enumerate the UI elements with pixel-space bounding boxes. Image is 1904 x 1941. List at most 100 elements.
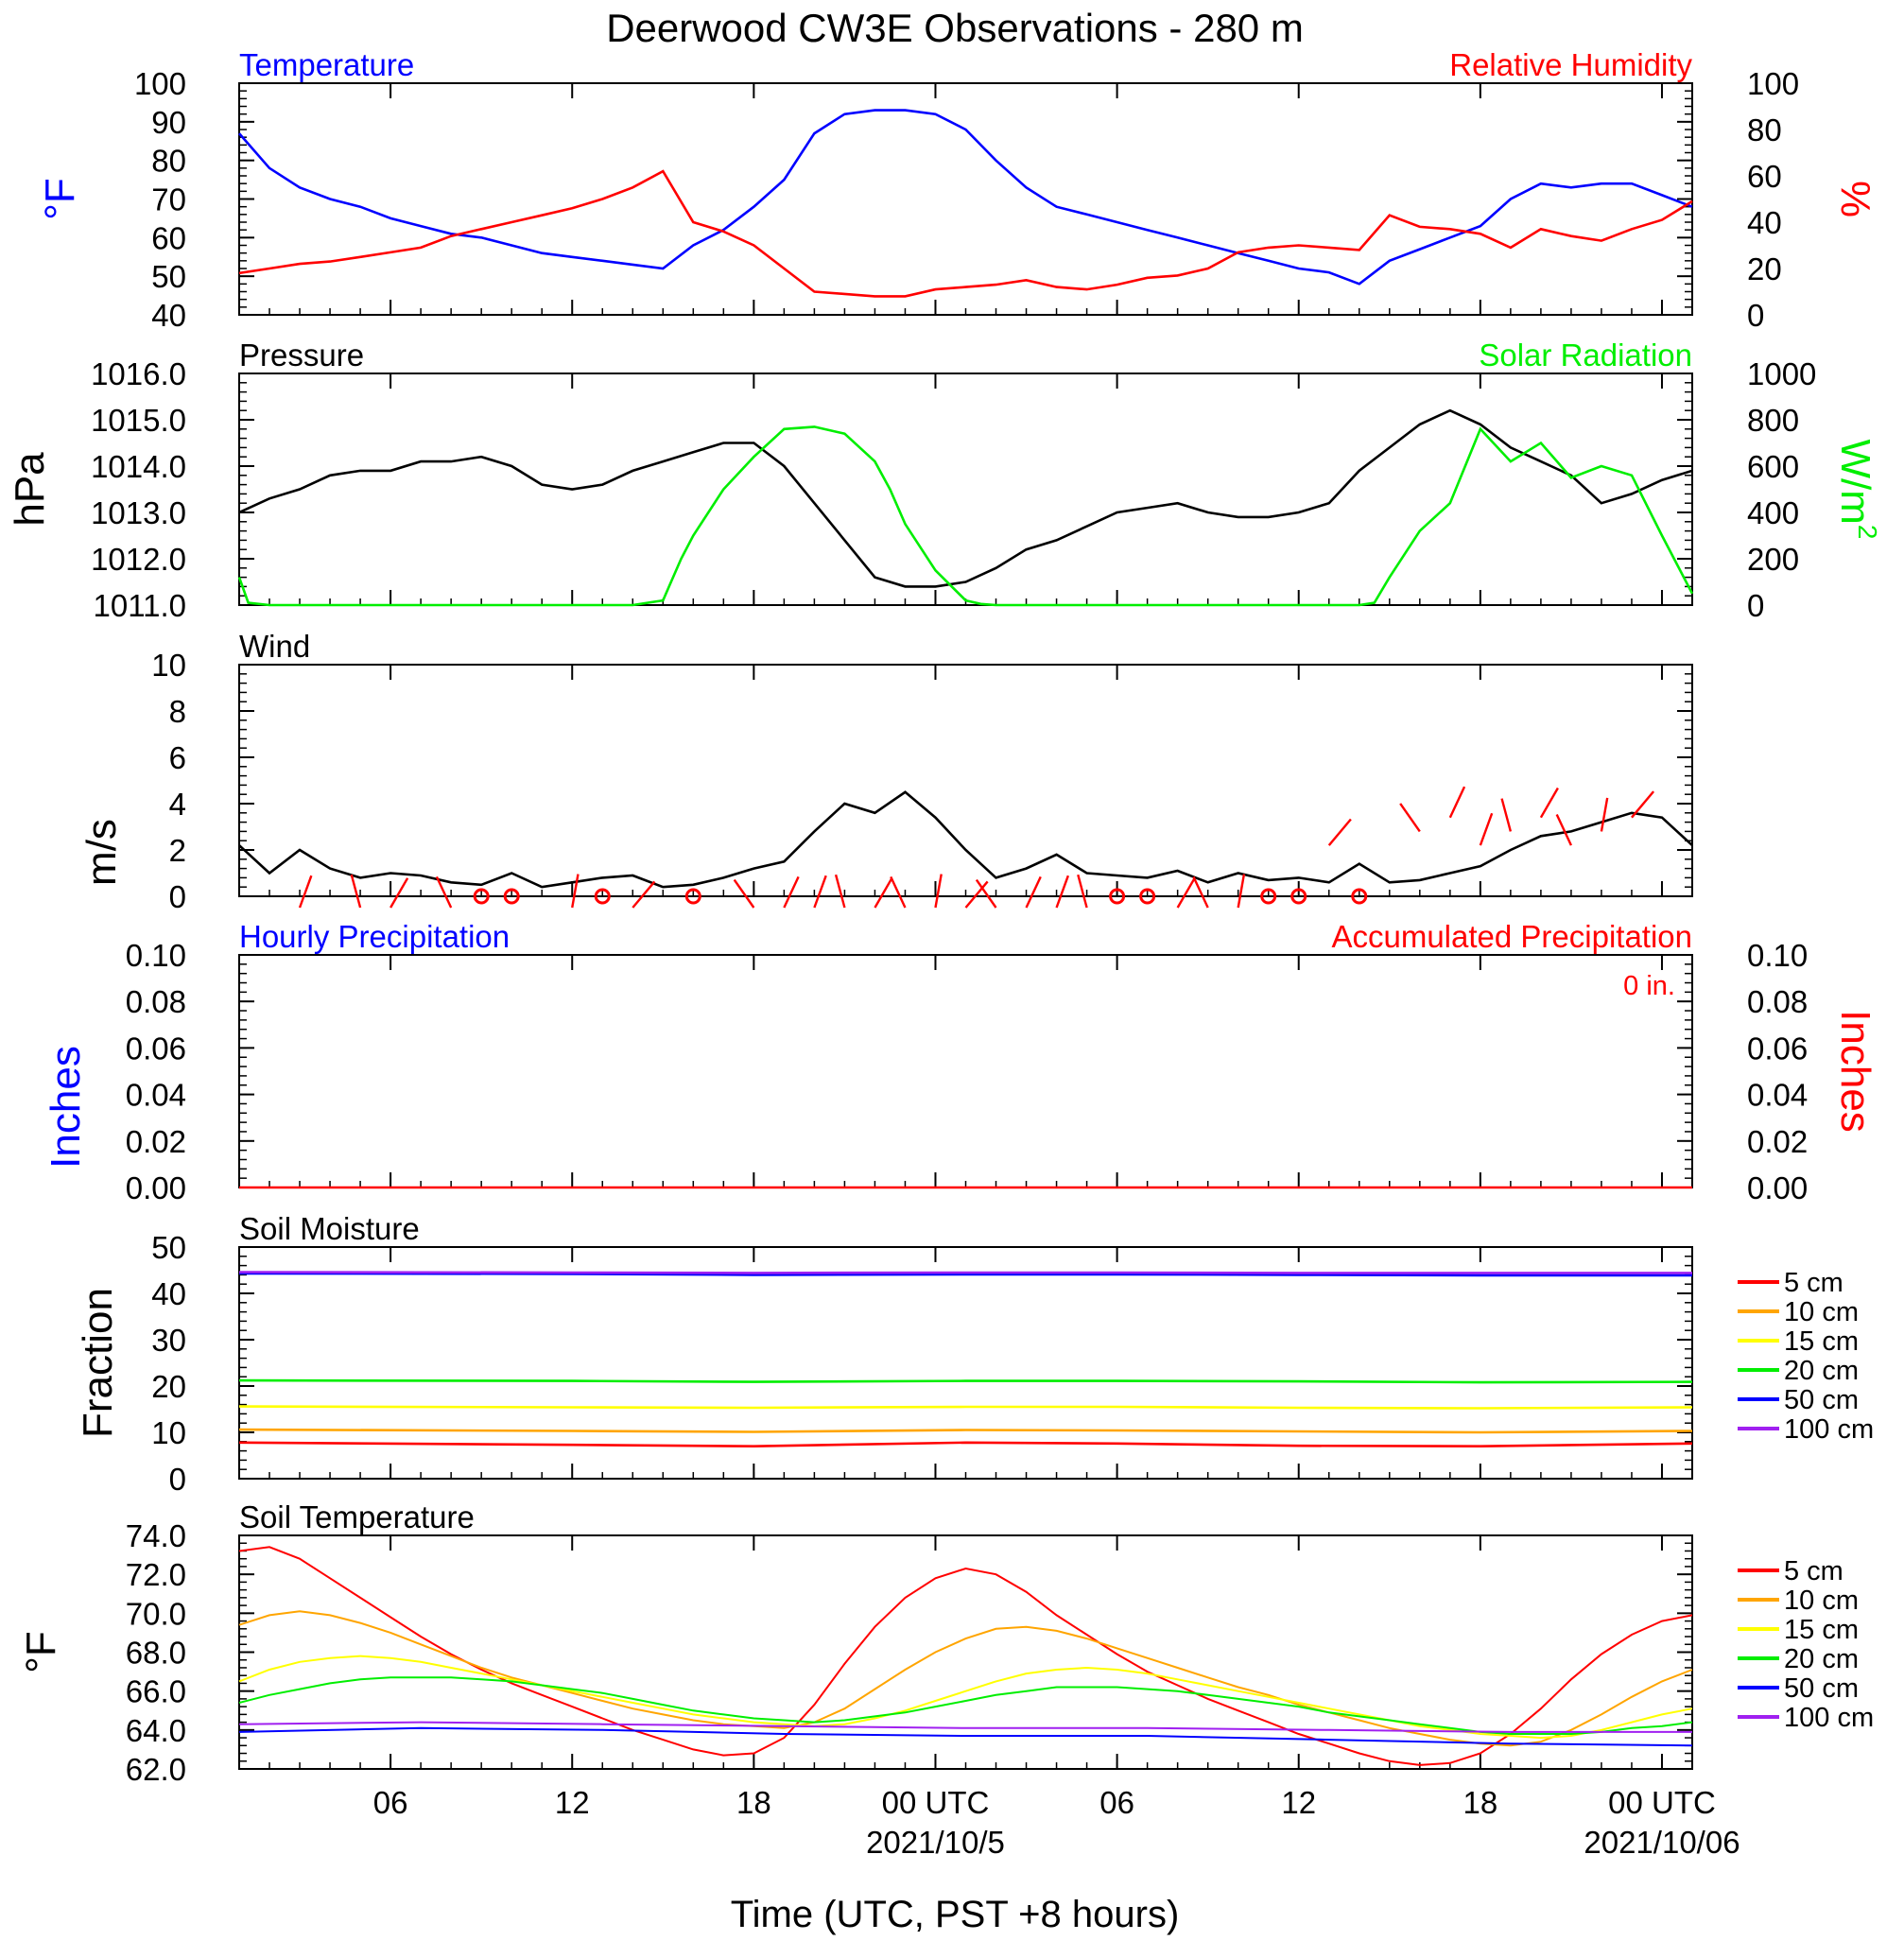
y-axis-label-right: Inches	[1832, 1010, 1878, 1133]
series-line-soil-moisture-0	[238, 1441, 1693, 1448]
panel-title-left: Pressure	[239, 338, 364, 373]
y-tick-label-left: 0	[169, 1462, 186, 1497]
wind-barb	[1500, 798, 1513, 832]
y-axis-label-left: Fraction	[75, 1288, 121, 1438]
wind-barb	[1539, 787, 1559, 819]
panel-precip: 0.00 0.02 0.04 0.06 0.08 0.10 0.00 0.02 0.04 0.06…	[43, 919, 1878, 1205]
legend-label: 20 cm	[1784, 1644, 1859, 1674]
x-tick-label: 00 UTC	[882, 1785, 990, 1820]
y-tick-label-left: 70	[151, 182, 186, 217]
wind-barb	[1237, 874, 1246, 909]
y-tick-label-left: 0	[169, 879, 186, 914]
wind-barb	[733, 878, 755, 909]
y-tick-label-right: 0.02	[1747, 1124, 1808, 1159]
y-tick-label-right: 0	[1747, 298, 1764, 333]
wind-barb	[934, 874, 943, 909]
series-line-temp-rh-1	[238, 169, 1693, 298]
legend-label: 50 cm	[1784, 1385, 1859, 1415]
y-tick-label-right: 0.04	[1747, 1078, 1808, 1113]
wind-barb	[1479, 812, 1494, 846]
y-tick-label-left: 10	[151, 648, 186, 683]
precip-total-label: 0 in.	[1623, 971, 1675, 1001]
calm-wind-marker	[594, 888, 611, 905]
y-tick-label-left: 100	[134, 66, 186, 101]
series-line-soil-moisture-5	[238, 1271, 1692, 1274]
wind-barb	[874, 877, 893, 909]
y-tick-label-right: 0.08	[1747, 984, 1808, 1019]
y-tick-label-left: 4	[169, 787, 186, 822]
wind-barb	[1055, 875, 1070, 909]
y-tick-label-left: 72.0	[126, 1557, 186, 1592]
y-tick-label-right: 600	[1747, 449, 1799, 484]
plot-frame	[238, 82, 1693, 316]
panel-title-left: Hourly Precipitation	[239, 919, 510, 954]
y-tick-label-left: 1013.0	[91, 495, 186, 530]
wind-barb	[298, 875, 313, 909]
wind-barb	[435, 875, 453, 909]
x-tick-date-label: 2021/10/5	[866, 1825, 1005, 1860]
x-tick-label: 12	[555, 1785, 590, 1820]
panel-title-right: Solar Radiation	[1479, 338, 1692, 373]
y-tick-label-right: 80	[1747, 113, 1782, 147]
panel-title-left: Temperature	[239, 47, 414, 82]
x-tick-label: 00 UTC	[1608, 1785, 1716, 1820]
series-line-soil-moisture-3	[238, 1378, 1693, 1384]
series-line-soil-moisture-4	[238, 1272, 1692, 1277]
y-tick-label-right: 20	[1747, 251, 1782, 286]
y-tick-label-right: 100	[1747, 66, 1799, 101]
wind-barb	[1327, 818, 1352, 846]
y-axis-label-left: Inches	[43, 1046, 89, 1169]
wind-barb	[834, 874, 846, 909]
wind-barb	[1631, 790, 1655, 819]
wind-barb	[1077, 874, 1088, 909]
calm-wind-marker	[1109, 888, 1126, 905]
legend-label: 15 cm	[1784, 1615, 1859, 1645]
calm-wind-marker	[684, 888, 701, 905]
plot-frame	[238, 954, 1693, 1188]
wind-barb	[1600, 797, 1609, 832]
series-line-pressure-solar-0	[238, 408, 1693, 588]
legend-label: 100 cm	[1784, 1414, 1874, 1445]
y-tick-label-left: 40	[151, 298, 186, 333]
calm-wind-marker	[1351, 888, 1368, 905]
y-tick-label-left: 74.0	[126, 1518, 186, 1553]
series-line-wind-0	[238, 790, 1693, 889]
y-tick-label-left: 62.0	[126, 1752, 186, 1787]
y-tick-label-left: 1014.0	[91, 449, 186, 484]
wind-barb	[813, 875, 827, 909]
y-tick-label-left: 80	[151, 144, 186, 179]
legend-label: 10 cm	[1784, 1297, 1859, 1327]
series-line-soil-moisture-1	[238, 1428, 1693, 1434]
legend-label: 10 cm	[1784, 1586, 1859, 1616]
y-tick-label-right: 800	[1747, 403, 1799, 438]
wind-barb	[890, 875, 907, 909]
y-tick-label-left: 1016.0	[91, 356, 186, 391]
wind-barb	[1192, 875, 1209, 909]
y-axis-label-left: °F	[18, 1631, 64, 1672]
y-tick-label-left: 60	[151, 220, 186, 255]
y-axis-label-left: °F	[37, 178, 83, 219]
legend-label: 5 cm	[1784, 1268, 1843, 1298]
y-axis-label-superscript: 2	[1853, 525, 1882, 540]
y-tick-label-right: 40	[1747, 205, 1782, 240]
y-tick-label-left: 0.08	[126, 984, 186, 1019]
panel-title-left: Soil Temperature	[239, 1499, 475, 1534]
wind-barb	[632, 880, 656, 909]
calm-wind-marker	[503, 888, 520, 905]
x-tick-label: 12	[1281, 1785, 1316, 1820]
calm-wind-marker	[473, 888, 490, 905]
y-tick-label-left: 64.0	[126, 1713, 186, 1748]
x-tick-date-label: 2021/10/06	[1584, 1825, 1740, 1860]
x-axis-label: Time (UTC, PST +8 hours)	[731, 1894, 1180, 1935]
y-tick-label-left: 50	[151, 1230, 186, 1265]
y-tick-label-left: 8	[169, 694, 186, 729]
panel-title-right: Accumulated Precipitation	[1331, 919, 1692, 954]
calm-wind-marker	[1139, 888, 1156, 905]
panel-title-right: Relative Humidity	[1449, 47, 1692, 82]
series-line-temp-rh-0	[238, 109, 1693, 286]
y-tick-label-left: 0.00	[126, 1170, 186, 1205]
